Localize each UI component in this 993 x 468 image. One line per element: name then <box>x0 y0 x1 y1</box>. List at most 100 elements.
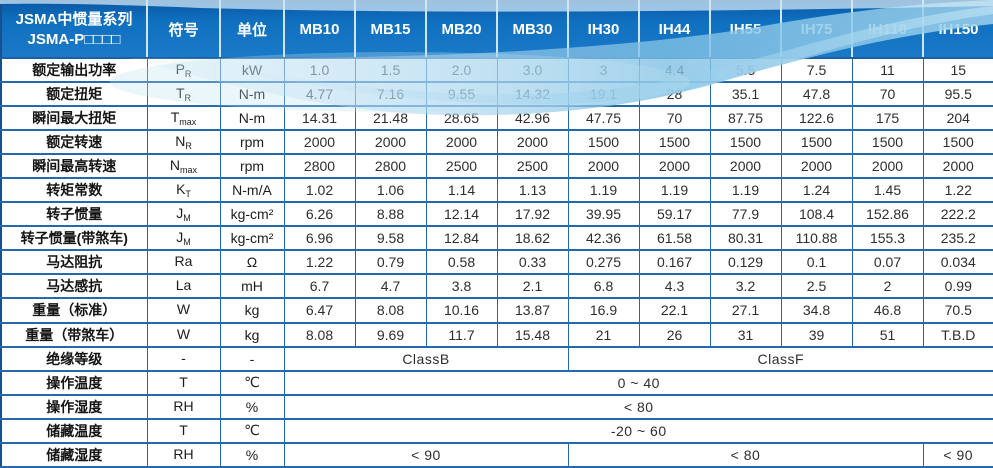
value-cell: 1.5 <box>354 56 427 84</box>
symbol-base: J <box>176 205 184 222</box>
value-cell: 0.33 <box>496 249 569 276</box>
value-cell: 1.24 <box>780 177 853 204</box>
value-cell: 0.99 <box>922 273 993 300</box>
value-cell: 2000 <box>709 153 782 180</box>
column-header-ih55: IH55 <box>709 1 781 59</box>
value-cell: 235.2 <box>922 225 993 252</box>
value-cell: 14.31 <box>283 105 356 132</box>
symbol-cell: W <box>146 321 221 348</box>
value-cell: 87.75 <box>709 105 782 132</box>
row-label: 操作温度 <box>0 369 148 396</box>
row-label: 马达感抗 <box>0 273 148 300</box>
value-cell: 8.88 <box>354 201 427 228</box>
value-cell: 77.9 <box>709 201 782 228</box>
row-label: 绝缘等级 <box>0 345 148 372</box>
value-cell: 39.95 <box>567 201 640 228</box>
value-cell: 2000 <box>638 153 711 180</box>
value-cell: 31 <box>709 321 782 348</box>
symbol-subscript: max <box>179 117 197 128</box>
symbol-cell: NR <box>146 129 221 156</box>
value-cell: 10.16 <box>425 297 498 324</box>
symbol-cell: Tmax <box>146 105 221 132</box>
value-cell: 7.5 <box>780 56 853 84</box>
spec-row: 转矩常数 KT N-m/A 1.02 1.06 1.14 1.13 1.19 1.19 1.19 1… <box>0 177 993 204</box>
value-cell: 11.7 <box>425 321 498 348</box>
value-cell: 9.58 <box>354 225 427 252</box>
symbol-cell: TR <box>146 81 221 108</box>
merged-value-cell: ClassB <box>283 345 569 372</box>
spec-row: 绝缘等级 - - ClassB ClassF <box>0 345 993 372</box>
column-header-ih30: IH30 <box>567 1 639 59</box>
value-cell: 3 <box>567 56 640 84</box>
column-header-mb30: MB30 <box>496 1 568 59</box>
symbol-cell: PR <box>146 56 221 84</box>
value-cell: 70 <box>638 105 711 132</box>
symbol-cell: Ra <box>146 249 221 276</box>
value-cell: 17.92 <box>496 201 569 228</box>
unit-cell: kg <box>219 321 285 348</box>
unit-cell: ℃ <box>219 417 285 444</box>
symbol-cell: W <box>146 297 221 324</box>
merged-value-cell: < 90 <box>283 441 569 468</box>
value-cell: 2000 <box>567 153 640 180</box>
value-cell: 6.7 <box>283 273 356 300</box>
value-cell: 0.034 <box>922 249 993 276</box>
symbol-base: P <box>175 61 185 78</box>
value-cell: 28 <box>638 81 711 108</box>
value-cell: 21.48 <box>354 105 427 132</box>
spec-row: 瞬间最高转速 Nmax rpm 2800 2800 2500 2500 2000 2000 200… <box>0 153 993 180</box>
merged-value-cell: -20 ~ 60 <box>283 417 993 444</box>
spec-row: 操作湿度 RH% < 80 <box>0 393 993 420</box>
row-label: 重量（带煞车） <box>0 321 148 348</box>
value-cell: 2800 <box>283 153 356 180</box>
symbol-base: N <box>175 133 186 150</box>
value-cell: 1500 <box>780 129 853 156</box>
unit-cell: ℃ <box>219 369 285 396</box>
value-cell: 2000 <box>354 129 427 156</box>
value-cell: 1.02 <box>283 177 356 204</box>
spec-row: 额定转速 NR rpm 2000 2000 2000 2000 1500 1500 1500 150… <box>0 129 993 156</box>
value-cell: 1.22 <box>283 249 356 276</box>
value-cell: 95.5 <box>922 81 993 108</box>
value-cell: 4.4 <box>638 56 711 84</box>
value-cell: 5.5 <box>709 56 782 84</box>
column-header-ih110: IH110 <box>851 1 923 59</box>
value-cell: 1500 <box>922 129 993 156</box>
value-cell: 2000 <box>425 129 498 156</box>
value-cell: 2000 <box>283 129 356 156</box>
merged-value-cell: < 90 <box>922 441 993 468</box>
symbol-subscript: R <box>185 141 192 152</box>
row-label: 转子惯量 <box>0 201 148 228</box>
value-cell: 70 <box>851 81 924 108</box>
symbol-base: K <box>176 181 186 198</box>
value-cell: 175 <box>851 105 924 132</box>
symbol-base: T <box>179 373 188 390</box>
symbol-subscript: R <box>184 93 192 104</box>
spec-row: 马达感抗 La mH 6.7 4.7 3.8 2.1 6.8 4.3 3.2 2.5 2 0.99 <box>0 273 993 300</box>
value-cell: 1.19 <box>709 177 782 204</box>
spec-row: 储藏温度 T ℃ -20 ~ 60 <box>0 417 993 444</box>
value-cell: 6.8 <box>567 273 640 300</box>
symbol-cell: T <box>146 369 221 396</box>
value-cell: 1500 <box>709 129 782 156</box>
value-cell: 7.16 <box>354 81 427 108</box>
value-cell: 47.75 <box>567 105 640 132</box>
spec-row: 额定扭矩 TR N-m 4.77 7.16 9.55 14.32 19.1 28 35.1 47.8… <box>0 81 993 108</box>
value-cell: 2000 <box>780 153 853 180</box>
value-cell: 11 <box>851 56 924 84</box>
merged-value-cell: < 80 <box>283 393 993 420</box>
unit-column-header: 单位 <box>219 1 284 59</box>
value-cell: 155.3 <box>851 225 924 252</box>
symbol-cell: RH <box>146 393 221 420</box>
row-label: 重量（标准） <box>0 297 148 324</box>
symbol-cell: KT <box>146 177 221 204</box>
row-label: 操作湿度 <box>0 393 148 420</box>
value-cell: 0.58 <box>425 249 498 276</box>
value-cell: 0.07 <box>851 249 924 276</box>
symbol-cell: RH <box>146 441 221 468</box>
value-cell: 47.8 <box>780 81 853 108</box>
value-cell: 122.6 <box>780 105 853 132</box>
value-cell: 2.0 <box>425 56 498 84</box>
